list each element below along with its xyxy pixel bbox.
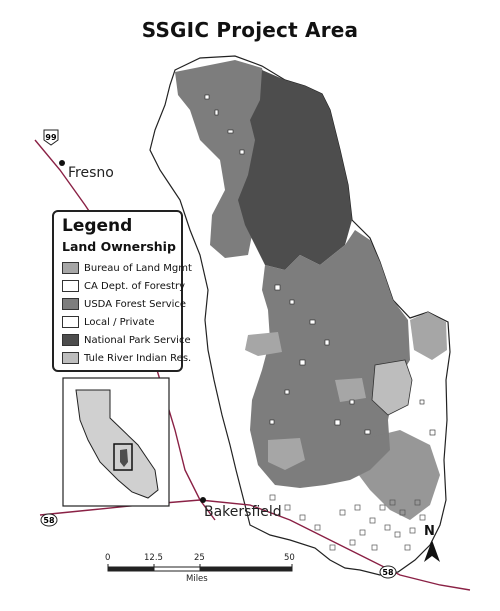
legend-subtitle: Land Ownership xyxy=(62,239,176,254)
legend-swatch-nps xyxy=(62,334,79,346)
highway-58-west-label: 58 xyxy=(43,516,55,525)
usfs-south xyxy=(250,230,410,488)
map-title: SSGIC Project Area xyxy=(141,18,359,42)
tule-river-reservation xyxy=(371,359,413,416)
highway-99-shield: 99 xyxy=(43,129,59,146)
highway-58-east-shield: 58 xyxy=(379,565,397,579)
highway-58-east-label: 58 xyxy=(382,568,394,577)
fresno-dot xyxy=(59,160,65,166)
legend-swatch-tule-river xyxy=(62,352,79,364)
scale-unit-label: Miles xyxy=(186,574,208,584)
legend-label: USDA Forest Service xyxy=(84,298,187,310)
nps-area xyxy=(238,70,352,270)
blm-patch-west xyxy=(245,332,282,356)
legend-title: Legend xyxy=(62,216,133,236)
legend-item-local-private: Local / Private xyxy=(62,314,155,330)
checkerboard-parcels xyxy=(269,494,426,551)
legend-item-ca-forestry: CA Dept. of Forestry xyxy=(62,278,185,294)
inset-california-map xyxy=(62,377,170,507)
highway-99-label: 99 xyxy=(45,133,57,142)
scale-tick-50: 50 xyxy=(284,553,295,563)
legend-label: CA Dept. of Forestry xyxy=(84,280,186,292)
city-label-bakersfield: Bakersfield xyxy=(204,504,282,520)
highway-58 xyxy=(39,499,471,591)
city-label-fresno: Fresno xyxy=(68,165,114,181)
private-inholdings xyxy=(204,94,436,436)
inset-project-highlight xyxy=(113,443,133,471)
legend-label: Tule River Indian Res. xyxy=(84,352,192,364)
legend-item-usfs: USDA Forest Service xyxy=(62,296,186,312)
legend-label: National Park Service xyxy=(84,334,191,346)
legend-swatch-blm xyxy=(62,262,79,274)
legend-item-blm: Bureau of Land Mgmt xyxy=(62,260,192,276)
usfs-southeast xyxy=(355,430,440,520)
scale-tick-25: 25 xyxy=(194,553,205,563)
blm-patch-center xyxy=(335,378,366,402)
legend-swatch-usfs xyxy=(62,298,79,310)
highway-58-west-shield: 58 xyxy=(40,513,58,527)
blm-patch-east xyxy=(410,312,447,360)
legend-item-nps: National Park Service xyxy=(62,332,191,348)
legend-swatch-local-private xyxy=(62,316,79,328)
legend-label: Local / Private xyxy=(84,316,155,328)
legend: Legend Land Ownership Bureau of Land Mgm… xyxy=(52,210,192,372)
north-arrow-icon xyxy=(424,540,440,562)
legend-swatch-ca-forestry xyxy=(62,280,79,292)
inset-project-area xyxy=(120,449,128,467)
scale-tick-0: 0 xyxy=(105,553,111,563)
bakersfield-dot xyxy=(200,497,206,503)
north-label: N xyxy=(424,524,435,539)
blm-patch-south xyxy=(268,438,305,470)
scale-tick-12-5: 12.5 xyxy=(144,553,163,563)
legend-item-tule-river: Tule River Indian Res. xyxy=(62,350,191,366)
scale-bar xyxy=(107,564,293,572)
legend-label: Bureau of Land Mgmt xyxy=(84,262,192,274)
